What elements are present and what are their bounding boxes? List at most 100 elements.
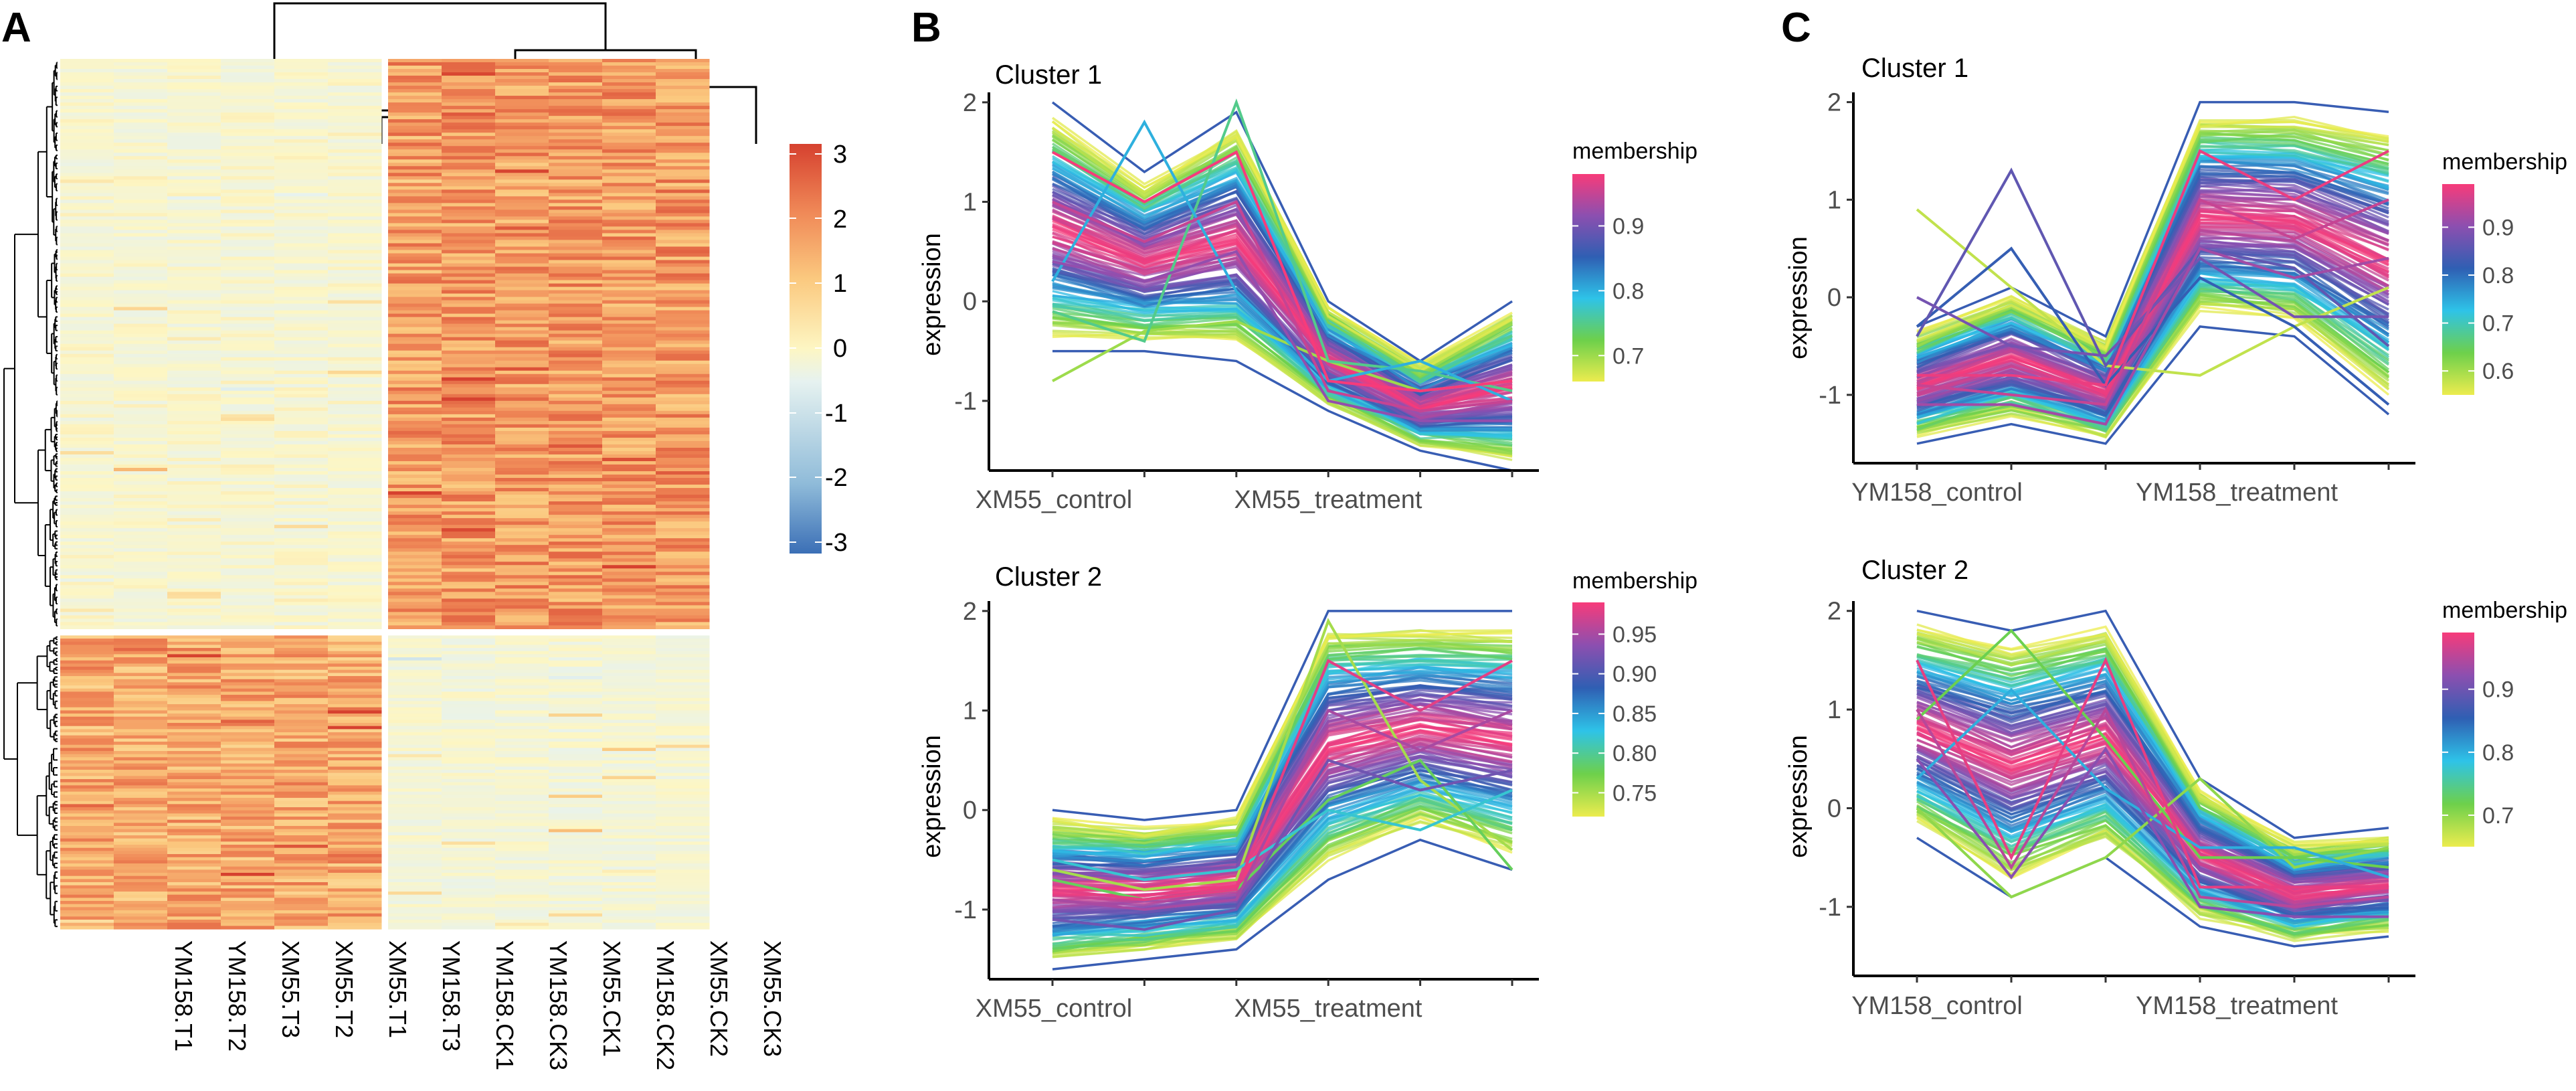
heatmap-cell [274,286,329,291]
heatmap-cell [221,879,275,883]
heatmap-cell [388,166,442,170]
heatmap-cell [549,390,603,395]
heatmap-cell [388,535,442,539]
heatmap-cell [274,695,329,699]
heatmap-cell [549,485,603,489]
heatmap-cell [442,744,496,748]
heatmap-cell [549,894,603,898]
heatmap-cell [221,511,275,515]
heatmap-cell [602,380,656,385]
heatmap-cell [274,714,329,718]
profile-line [1916,120,2389,350]
heatmap-cell [328,297,382,301]
heatmap-cell [388,738,442,742]
heatmap-cell [221,639,275,643]
heatmap-cell [114,89,168,93]
heatmap-cell [328,679,382,683]
heatmap-cell [114,481,168,485]
heatmap-cell [60,558,114,562]
heatmap-cell [549,639,603,643]
heatmap-cell [60,654,114,658]
heatmap-cell [328,485,382,489]
heatmap-cell [221,92,275,96]
heatmap-cell [274,82,329,86]
legend-tick: 0.8 [1613,278,1644,304]
heatmap-cell [656,723,710,727]
heatmap-cell [549,122,603,127]
heatmap-cell [60,691,114,695]
heatmap-cell [328,273,382,278]
heatmap-cell [221,270,275,274]
heatmap-cell [60,263,114,268]
heatmap-cell [495,146,549,150]
heatmap-cell [274,384,329,388]
heatmap-cell [60,260,114,264]
heatmap-cell [442,481,496,485]
heatmap-cell [442,794,496,799]
heatmap-cell [549,541,603,546]
heatmap-cell [167,169,221,173]
heatmap-cell [549,562,603,566]
heatmap-cell [328,444,382,448]
heatmap-cell [656,645,710,649]
heatmap-cell [549,159,603,163]
heatmap-cell [60,243,114,248]
heatmap-cell [114,916,168,920]
heatmap-cell [221,240,275,244]
heatmap-cell [442,854,496,858]
heatmap-cell [549,835,603,839]
heatmap-cell [274,720,329,724]
heatmap-cell [549,578,603,582]
heatmap-cell [602,857,656,861]
heatmap-cell [549,682,603,686]
heatmap-cell [328,515,382,519]
heatmap-cell [60,648,114,652]
heatmap-cell [549,62,603,66]
heatmap-cell [328,585,382,589]
heatmap-cell [221,676,275,680]
heatmap-cell [442,320,496,325]
heatmap-cell [221,605,275,609]
heatmap-cell [167,337,221,341]
heatmap-cell [442,648,496,652]
heatmap-cell [274,582,329,586]
heatmap-cell [60,307,114,311]
heatmap-cell [656,882,710,886]
heatmap-cell [60,163,114,167]
heatmap-cell [442,414,496,418]
profile-line [1052,689,1513,871]
heatmap-cell [495,407,549,412]
heatmap-cell [60,521,114,525]
heatmap-cell [274,744,329,748]
heatmap-cell [328,440,382,445]
heatmap-cell [495,69,549,73]
heatmap-cell [221,199,275,203]
heatmap-cell [328,102,382,106]
heatmap-cell [442,498,496,502]
col-label: YM158.T1 [170,940,197,1052]
heatmap-cell [495,832,549,836]
heatmap-cell [495,810,549,814]
heatmap-cell [442,720,496,724]
heatmap-cell [602,343,656,348]
heatmap-cell [60,350,114,355]
heatmap-cell [274,106,329,110]
heatmap-cell [167,460,221,465]
heatmap-cell [60,898,114,902]
heatmap-cell [549,450,603,455]
heatmap-cell [442,149,496,153]
heatmap-cell [495,835,549,839]
heatmap-cell [549,183,603,187]
heatmap-cell [602,317,656,321]
heatmap-cell [388,845,442,849]
heatmap-cell [656,270,710,274]
heatmap-cell [656,384,710,388]
cluster-title: Cluster 2 [1861,556,1968,585]
heatmap-cell [114,801,168,805]
y-tick-label: -1 [954,388,977,416]
heatmap-cell [60,598,114,602]
heatmap-cell [656,377,710,382]
heatmap-cell [602,206,656,210]
heatmap-cell [388,558,442,562]
heatmap-cell [442,679,496,683]
